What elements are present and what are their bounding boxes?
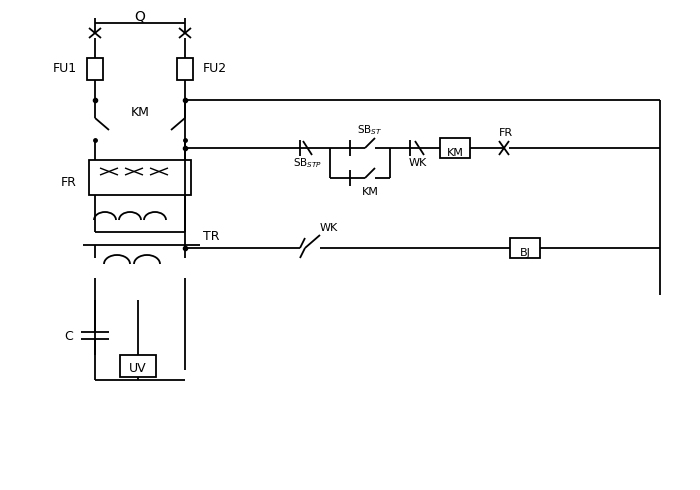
- Text: TR: TR: [203, 230, 220, 244]
- Text: FU1: FU1: [53, 63, 77, 75]
- Bar: [510, 238, 540, 258]
- Text: SB$_{STP}$: SB$_{STP}$: [293, 156, 323, 170]
- Bar: [89, 160, 191, 195]
- Bar: [87, 58, 103, 80]
- Text: Q: Q: [134, 10, 146, 24]
- Text: WK: WK: [320, 223, 338, 233]
- Bar: [120, 355, 156, 377]
- Text: KM: KM: [362, 187, 379, 197]
- Text: WK: WK: [409, 158, 427, 168]
- Bar: [177, 58, 193, 80]
- Text: C: C: [64, 329, 73, 343]
- Bar: [440, 138, 470, 158]
- Text: FU2: FU2: [203, 63, 227, 75]
- Text: BJ: BJ: [519, 248, 531, 258]
- Text: FR: FR: [61, 176, 77, 190]
- Text: FR: FR: [499, 128, 513, 138]
- Text: KM: KM: [131, 105, 149, 119]
- Text: SB$_{ST}$: SB$_{ST}$: [357, 123, 383, 137]
- Text: UV: UV: [130, 362, 147, 374]
- Text: KM: KM: [447, 148, 463, 158]
